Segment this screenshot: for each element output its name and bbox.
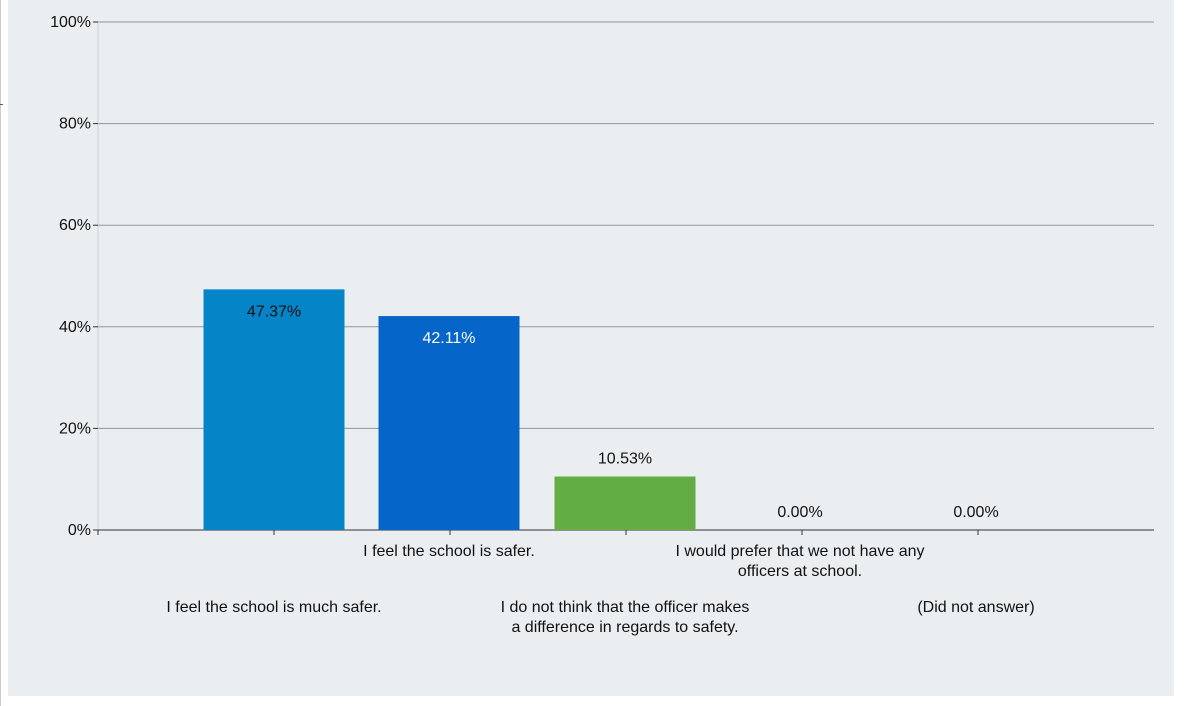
data-label: 10.53%: [598, 451, 652, 468]
bars: [203, 289, 696, 530]
y-tick-label: 100%: [50, 14, 91, 31]
data-label: 47.37%: [247, 303, 301, 320]
x-category-label: a difference in regards to safety.: [511, 619, 738, 636]
data-label: 42.11%: [422, 330, 475, 347]
chart-panel: 0% 20% 40% 60% 80% 100% 47.37% 42.11% 10.53% 0.00…: [8, 0, 1174, 696]
y-tick-label: 20%: [59, 420, 91, 437]
y-tick-label: 60%: [59, 217, 91, 234]
y-tick-label: 0%: [68, 522, 91, 539]
bar-chart: 0% 20% 40% 60% 80% 100% 47.37% 42.11% 10.53% 0.00…: [50, 14, 1154, 636]
x-category-label: I would prefer that we not have any: [675, 543, 924, 560]
data-label: 0.00%: [953, 504, 998, 521]
bar: [203, 289, 345, 530]
bar: [554, 476, 696, 530]
x-category-label: I do not think that the officer makes: [501, 599, 750, 616]
bar: [378, 316, 520, 530]
panel-left-tick: [0, 104, 3, 105]
x-category-label: (Did not answer): [917, 599, 1034, 616]
y-tick-label: 40%: [59, 319, 91, 336]
data-label: 0.00%: [777, 504, 822, 521]
x-category-label: officers at school.: [738, 563, 862, 580]
y-tick-label: 80%: [59, 116, 91, 133]
x-category-label: I feel the school is safer.: [363, 543, 535, 560]
x-category-label: I feel the school is much safer.: [166, 599, 381, 616]
panel-left-border: [0, 0, 1, 706]
labels: 0% 20% 40% 60% 80% 100% 47.37% 42.11% 10.53% 0.00…: [50, 14, 1035, 636]
